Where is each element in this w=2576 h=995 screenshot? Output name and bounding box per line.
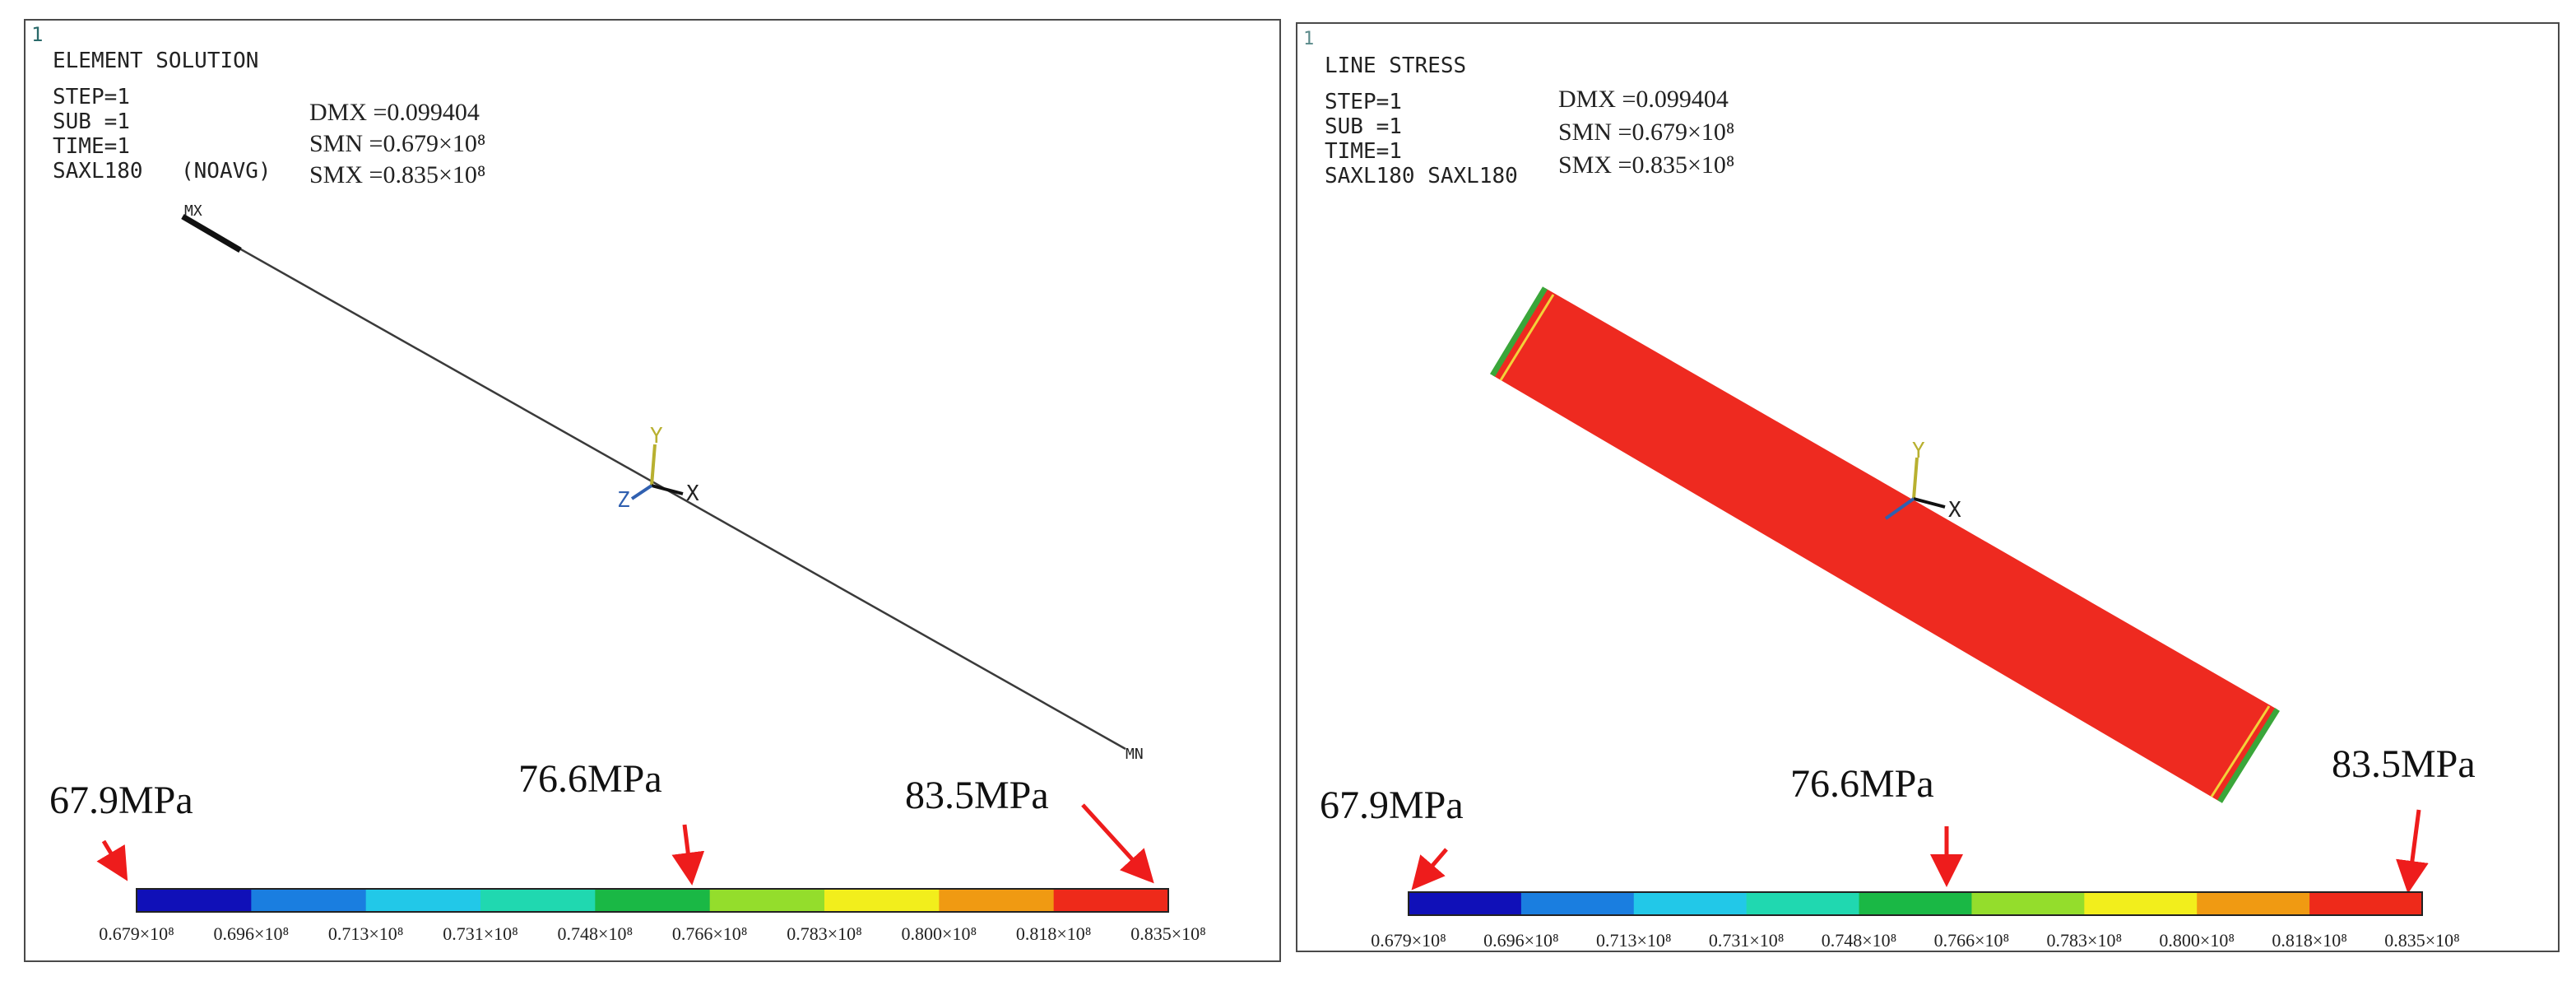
left-legend-label-4: 0.748×10⁸ xyxy=(558,923,634,944)
left-legend-swatch-3 xyxy=(480,889,596,912)
left-element-type: SAXL180 xyxy=(53,159,143,184)
right-legend-swatch-5 xyxy=(1971,892,2085,915)
right-sub: SUB =1 xyxy=(1325,114,1402,139)
left-beam-max-segment xyxy=(181,213,242,253)
left-legend-swatch-6 xyxy=(824,889,940,912)
right-axis-x-label: X xyxy=(1948,498,1961,523)
left-legend-label-0: 0.679×10⁸ xyxy=(99,923,174,944)
right-legend-label-7: 0.800×10⁸ xyxy=(2159,930,2235,951)
right-arrow-max xyxy=(2396,809,2429,894)
left-arrow-min xyxy=(96,839,128,881)
left-legend-label-2: 0.713×10⁸ xyxy=(328,923,404,944)
right-legend-swatch-6 xyxy=(2084,892,2198,915)
left-callout-mid: 76.6MPa xyxy=(518,757,662,801)
right-stress-band xyxy=(1492,288,2277,802)
right-smx: SMX =0.835×10⁸ xyxy=(1558,151,1734,179)
left-legend-swatch-4 xyxy=(595,889,711,912)
right-panel: 1 LINE STRESS STEP=1 SUB =1 TIME=1 SAXL1… xyxy=(1296,22,2560,952)
right-legend-swatch-4 xyxy=(1859,892,1972,915)
left-sub: SUB =1 xyxy=(53,109,130,134)
right-legend-swatch-1 xyxy=(1520,892,1635,915)
right-legend-label-1: 0.696×10⁸ xyxy=(1483,930,1559,951)
left-arrow-max xyxy=(1081,803,1154,884)
right-legend-frame xyxy=(1408,891,2423,916)
right-legend-label-0: 0.679×10⁸ xyxy=(1371,930,1446,951)
right-legend: 0.679×10⁸ 0.696×10⁸ 0.713×10⁸ 0.731×10⁸ 0.74… xyxy=(1371,891,2460,951)
right-band-edge-yellow-top xyxy=(1499,294,1555,381)
left-legend-frame xyxy=(136,888,1169,913)
left-legend-label-8: 0.818×10⁸ xyxy=(1016,923,1092,944)
right-axis-y-label: Y xyxy=(1912,439,1925,463)
left-axis-y-label: Y xyxy=(650,424,663,449)
right-legend-swatch-2 xyxy=(1633,892,1748,915)
right-legend-swatch-0 xyxy=(1409,892,1522,915)
right-callout-min: 67.9MPa xyxy=(1320,783,1464,827)
left-legend-label-1: 0.696×10⁸ xyxy=(214,923,290,944)
left-smn: SMN =0.679×10⁸ xyxy=(309,130,485,157)
left-min-label: MN xyxy=(1126,746,1144,763)
left-title: ELEMENT SOLUTION xyxy=(53,49,258,73)
left-window-number: 1 xyxy=(31,23,43,46)
right-legend-swatch-7 xyxy=(2197,892,2310,915)
right-window-number: 1 xyxy=(1303,29,1314,49)
left-legend-label-9: 0.835×10⁸ xyxy=(1130,923,1206,944)
right-callout-mid: 76.6MPa xyxy=(1790,762,1934,806)
right-callout-max: 83.5MPa xyxy=(2332,742,2476,786)
left-panel-frame xyxy=(24,19,1281,962)
left-legend: 0.679×10⁸ 0.696×10⁸ 0.713×10⁸ 0.731×10⁸ 0.74… xyxy=(99,888,1206,944)
right-legend-label-2: 0.713×10⁸ xyxy=(1596,930,1672,951)
right-arrow-min xyxy=(1411,848,1448,890)
left-callout-max: 83.5MPa xyxy=(905,774,1049,817)
right-title: LINE STRESS xyxy=(1325,53,1466,78)
left-legend-swatch-7 xyxy=(939,889,1055,912)
left-legend-label-3: 0.731×10⁸ xyxy=(443,923,518,944)
left-axis-z-label: Z xyxy=(617,488,630,513)
left-avg-mode: (NOAVG) xyxy=(181,159,272,184)
right-legend-label-6: 0.783×10⁸ xyxy=(2047,930,2123,951)
right-legend-swatch-3 xyxy=(1746,892,1860,915)
left-legend-label-7: 0.800×10⁸ xyxy=(902,923,977,944)
right-smn: SMN =0.679×10⁸ xyxy=(1558,119,1734,146)
left-beam-line xyxy=(182,215,1126,751)
left-legend-swatch-5 xyxy=(709,889,825,912)
right-panel-frame xyxy=(1296,22,2560,952)
right-legend-label-3: 0.731×10⁸ xyxy=(1709,930,1785,951)
right-legend-swatch-8 xyxy=(2309,892,2423,915)
left-axis-triad: Y X Z xyxy=(617,424,699,513)
left-legend-label-5: 0.766×10⁸ xyxy=(672,923,748,944)
left-axis-x-label: X xyxy=(686,481,699,506)
left-max-label: MX xyxy=(184,202,202,220)
left-callout-min: 67.9MPa xyxy=(49,779,193,822)
right-legend-label-8: 0.818×10⁸ xyxy=(2272,930,2347,951)
right-axis-triad: Y X xyxy=(1884,439,1961,523)
right-dmx: DMX =0.099404 xyxy=(1558,86,1729,113)
right-legend-label-9: 0.835×10⁸ xyxy=(2384,930,2460,951)
right-band-edge-yellow-bottom xyxy=(2210,705,2271,797)
left-legend-swatch-0 xyxy=(137,889,252,912)
left-smx: SMX =0.835×10⁸ xyxy=(309,161,485,188)
left-legend-label-6: 0.783×10⁸ xyxy=(787,923,862,944)
left-step: STEP=1 xyxy=(53,85,130,109)
right-element-type: SAXL180 SAXL180 xyxy=(1325,164,1518,188)
left-dmx: DMX =0.099404 xyxy=(309,99,480,126)
left-legend-swatch-1 xyxy=(251,889,367,912)
right-time: TIME=1 xyxy=(1325,139,1402,164)
left-legend-swatch-8 xyxy=(1053,889,1169,912)
left-time: TIME=1 xyxy=(53,134,130,159)
right-legend-label-4: 0.748×10⁸ xyxy=(1822,930,1897,951)
right-band-edge-green-bottom xyxy=(2217,708,2280,803)
left-panel: 1 ELEMENT SOLUTION STEP=1 SUB =1 TIME=1 … xyxy=(24,19,1281,962)
right-legend-label-5: 0.766×10⁸ xyxy=(1934,930,2010,951)
left-legend-swatch-2 xyxy=(365,889,481,912)
right-band-edge-green-top xyxy=(1490,286,1548,377)
left-arrow-mid xyxy=(671,824,705,886)
right-step: STEP=1 xyxy=(1325,90,1402,114)
